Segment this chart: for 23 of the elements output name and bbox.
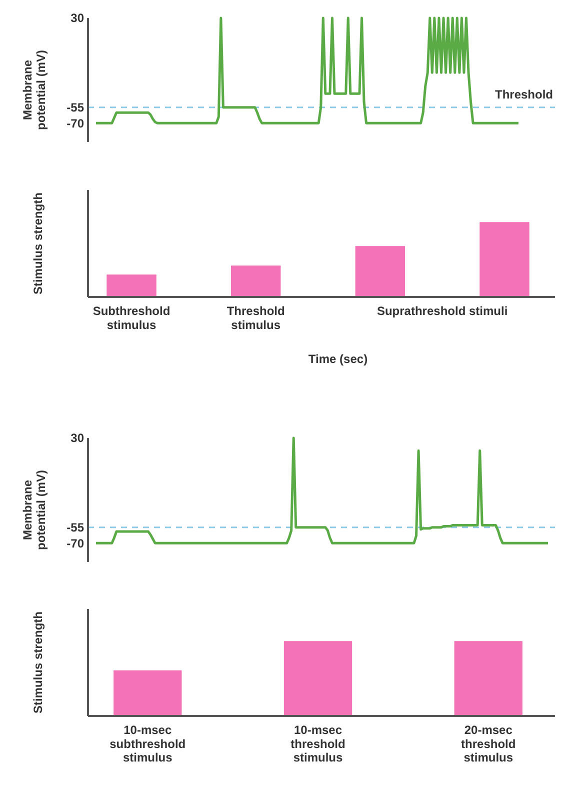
y-tick-label: -55: [66, 100, 84, 115]
bar: [106, 274, 156, 297]
y-axis-title: Membrane potential (mV): [20, 50, 48, 130]
x-tick-label: 20-msec threshold stimulus: [461, 723, 516, 765]
y-tick-label: -70: [66, 116, 84, 130]
bar: [230, 266, 281, 297]
y-tick-label: 30: [70, 431, 84, 446]
x-tick-label: Subthreshold stimulus: [92, 304, 170, 332]
line-series: [94, 436, 550, 544]
text: Suprathreshold stimuli: [376, 304, 508, 318]
y-tick-label: -70: [66, 536, 84, 550]
x-tick-label: 10-msec subthreshold stimulus: [110, 723, 186, 765]
y-axis-title: Membrane potential (mV): [20, 470, 48, 550]
y-axis-title: Stimulus strength: [31, 192, 46, 295]
y-tick-label: 30: [70, 11, 84, 26]
y-tick-label: -55: [66, 520, 84, 535]
x-tick-label: 10-msec threshold stimulus: [290, 723, 346, 765]
bar: [480, 222, 530, 297]
bar: [355, 246, 406, 297]
ref-line-label: Threshold: [494, 87, 553, 102]
y-axis-title: Stimulus strength: [31, 611, 46, 714]
x-tick-label: Threshold stimulus: [226, 304, 285, 332]
x-axis-title: Time (sec): [308, 352, 368, 366]
